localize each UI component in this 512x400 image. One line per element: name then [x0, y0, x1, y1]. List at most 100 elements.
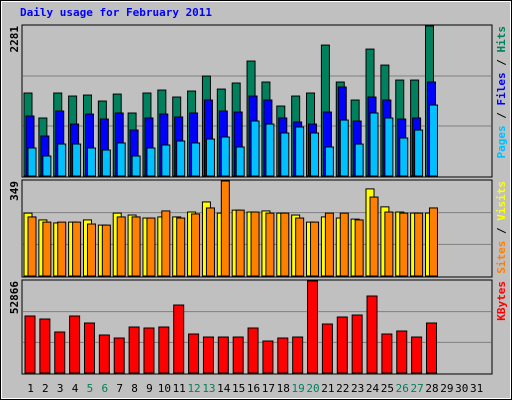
- x-tick-label: 17: [262, 382, 275, 395]
- bar: [176, 217, 186, 277]
- bar: [128, 326, 140, 374]
- x-tick-label: 24: [366, 382, 380, 395]
- bar: [277, 337, 289, 374]
- bar: [265, 123, 275, 177]
- bar: [428, 104, 438, 177]
- bar: [158, 326, 170, 374]
- bar: [101, 224, 111, 277]
- bar: [265, 212, 275, 277]
- bar: [280, 212, 290, 277]
- x-tick-label: 28: [425, 382, 438, 395]
- bar: [72, 221, 82, 277]
- legend-separator: /: [495, 221, 508, 241]
- x-tick-label: 16: [247, 382, 260, 395]
- x-tick-label: 26: [396, 382, 409, 395]
- bar: [116, 216, 126, 277]
- bar: [250, 120, 260, 177]
- bar: [310, 221, 320, 277]
- bar: [369, 196, 379, 277]
- bar: [250, 211, 260, 277]
- bar: [131, 216, 141, 277]
- bar: [220, 136, 230, 177]
- bar: [161, 210, 171, 277]
- y-tick-label: 52866: [8, 281, 21, 314]
- bar: [116, 142, 126, 177]
- x-tick-label: 30: [455, 382, 468, 395]
- bar: [131, 155, 141, 177]
- x-tick-label: 14: [217, 382, 231, 395]
- bar: [324, 212, 334, 277]
- x-tick-label: 8: [131, 382, 138, 395]
- bar: [202, 336, 214, 374]
- bar: [220, 180, 230, 277]
- bar: [146, 147, 156, 177]
- bar: [310, 132, 320, 177]
- x-tick-label: 9: [146, 382, 153, 395]
- bar: [247, 327, 259, 374]
- bar: [143, 327, 155, 374]
- bar: [384, 211, 394, 277]
- x-tick-label: 21: [321, 382, 334, 395]
- bar: [161, 144, 171, 177]
- chart-title: Daily usage for February 2011: [20, 6, 212, 19]
- bar: [57, 143, 67, 177]
- x-tick-label: 7: [116, 382, 123, 395]
- x-tick-label: 19: [292, 382, 305, 395]
- x-tick-label: 5: [87, 382, 94, 395]
- bar: [396, 330, 408, 374]
- bar: [101, 149, 111, 177]
- x-tick-label: 4: [72, 382, 79, 395]
- legend: Sites / Visits: [495, 181, 508, 274]
- bar: [232, 336, 244, 374]
- x-tick-label: 23: [351, 382, 364, 395]
- bar: [321, 323, 333, 374]
- x-tick-label: 6: [102, 382, 109, 395]
- bar: [69, 315, 81, 374]
- bar: [414, 129, 424, 177]
- legend: Pages / Files / Hits: [495, 26, 508, 159]
- bar: [42, 221, 52, 277]
- bar: [188, 333, 200, 374]
- bar: [399, 137, 409, 177]
- bar: [235, 209, 245, 277]
- bar: [351, 314, 363, 374]
- bar: [295, 217, 305, 277]
- bar: [295, 126, 305, 177]
- bar: [366, 295, 378, 374]
- legend-separator: /: [495, 106, 508, 126]
- bar: [205, 138, 215, 177]
- x-tick-label: 25: [381, 382, 394, 395]
- legend-entry: Visits: [495, 181, 508, 221]
- bar: [86, 147, 96, 177]
- bar: [262, 340, 274, 374]
- bar: [217, 336, 229, 374]
- legend-entry: Hits: [495, 26, 508, 53]
- bar: [54, 331, 66, 374]
- bar: [191, 213, 201, 277]
- bar: [428, 207, 438, 277]
- bar: [235, 146, 245, 177]
- legend-entry: Sites: [495, 241, 508, 274]
- x-tick-label: 29: [440, 382, 453, 395]
- x-tick-label: 15: [232, 382, 245, 395]
- x-tick-label: 18: [277, 382, 290, 395]
- y-tick-label: 2281: [8, 26, 21, 53]
- bar: [411, 336, 423, 374]
- legend-separator: /: [495, 53, 508, 73]
- bar: [307, 280, 319, 374]
- x-tick-label: 22: [336, 382, 349, 395]
- bar: [205, 207, 215, 277]
- x-tick-label: 2: [42, 382, 49, 395]
- bar: [146, 217, 156, 277]
- bar: [173, 304, 185, 374]
- bar: [113, 337, 125, 374]
- x-tick-label: 12: [187, 382, 200, 395]
- bar: [280, 132, 290, 177]
- bar: [176, 140, 186, 177]
- x-tick-label: 13: [202, 382, 215, 395]
- bar: [292, 336, 304, 374]
- bar: [336, 316, 348, 374]
- bar: [354, 143, 364, 177]
